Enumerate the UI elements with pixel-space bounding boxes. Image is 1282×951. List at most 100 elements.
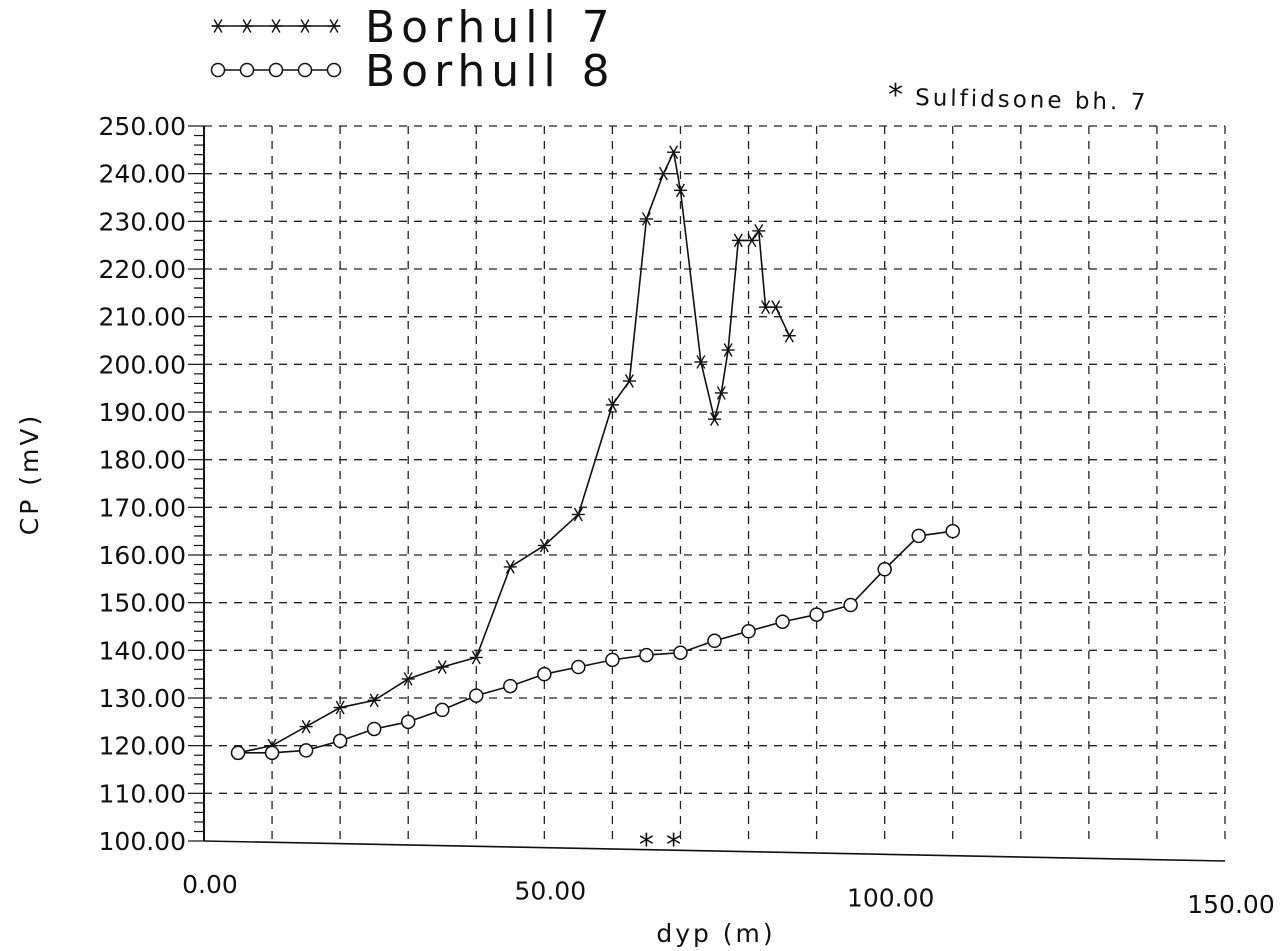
y-tick-label: 170.00 <box>99 493 186 522</box>
asterisk-stroke <box>335 700 345 715</box>
data-point <box>332 733 348 749</box>
asterisk-stroke <box>675 183 685 198</box>
data-point <box>264 745 280 761</box>
data-point <box>367 693 381 708</box>
data-point <box>571 507 585 522</box>
data-point <box>333 700 347 715</box>
asterisk-stroke <box>301 719 311 734</box>
data-point <box>571 659 586 675</box>
data-point <box>945 523 960 539</box>
y-tick-label: 240.00 <box>99 160 186 189</box>
data-point <box>503 678 518 694</box>
x-axis-title: dyp (m) <box>656 919 775 948</box>
data-point <box>639 647 654 663</box>
asterisk-stroke <box>754 224 764 238</box>
data-point <box>622 374 636 388</box>
asterisk-stroke <box>271 19 281 33</box>
asterisk-stroke <box>369 693 379 708</box>
data-point <box>708 412 721 427</box>
legend-label: Borhull 8 <box>365 46 616 97</box>
data-point <box>366 721 382 737</box>
asterisk-stroke <box>733 233 743 248</box>
data-point <box>782 328 796 343</box>
data-point <box>745 233 759 248</box>
data-point <box>843 597 858 613</box>
data-point <box>667 145 681 160</box>
y-tick-label: 150.00 <box>99 589 186 618</box>
y-tick-label: 200.00 <box>99 350 186 379</box>
asterisk-stroke <box>761 300 771 314</box>
x-tick-label: 150.00 <box>1187 890 1274 919</box>
legend-marker <box>240 19 254 33</box>
y-tick-label: 220.00 <box>99 255 186 284</box>
asterisk-stroke <box>716 386 726 400</box>
data-point <box>656 166 670 181</box>
data-point <box>469 650 483 665</box>
data-point <box>503 560 517 574</box>
asterisk-stroke <box>641 212 651 226</box>
legend-marker <box>298 19 312 33</box>
asterisk-stroke <box>696 355 706 369</box>
asterisk-stroke <box>300 19 310 33</box>
asterisk-stroke <box>669 145 679 160</box>
data-point <box>469 688 484 703</box>
asterisk-stroke <box>505 560 515 574</box>
annotation-label: Sulfidsone bh. 7 <box>915 85 1149 116</box>
data-point <box>673 645 688 660</box>
x-axis-line <box>203 840 1226 862</box>
grid <box>204 125 1226 841</box>
y-axis-title: CP (mV) <box>15 413 44 535</box>
series-2 <box>230 523 960 761</box>
annotation-marker: * <box>666 828 681 863</box>
data-point <box>809 607 824 622</box>
legend-marker <box>211 19 225 33</box>
data-point <box>731 233 745 248</box>
series-line <box>238 530 953 754</box>
y-tick-label: 180.00 <box>99 446 186 475</box>
y-tick-label: 210.00 <box>99 303 186 332</box>
x-tick-label: 50.00 <box>515 877 587 906</box>
data-point <box>721 343 735 357</box>
legend-marker <box>269 19 283 33</box>
data-point <box>605 652 620 668</box>
asterisk-stroke <box>329 19 339 33</box>
legend-marker <box>239 62 255 78</box>
y-tick-label: 110.00 <box>99 779 186 808</box>
data-point <box>639 212 653 226</box>
legend-marker <box>210 62 226 78</box>
series-line <box>237 149 791 754</box>
legend-marker <box>326 62 342 78</box>
data-point <box>877 562 892 577</box>
data-point <box>752 224 766 238</box>
y-tick-label: 250.00 <box>99 112 186 141</box>
legend-label: Borhull 7 <box>365 2 616 53</box>
y-tick-label: 100.00 <box>99 827 186 856</box>
data-point <box>673 183 687 198</box>
legend-marker <box>327 19 341 33</box>
legend-entry-2: Borhull 8 <box>210 46 616 97</box>
data-point <box>694 355 708 369</box>
ticks: 100.00 110.00 120.00 130.00 140.00 150.00 160.… <box>99 112 1275 919</box>
y-tick-label: 140.00 <box>99 636 186 665</box>
y-tick-label: 160.00 <box>99 541 186 570</box>
y-tick-label: 130.00 <box>99 684 186 713</box>
asterisk-stroke <box>573 507 583 522</box>
x-tick-label: 0.00 <box>182 870 238 899</box>
asterisk-stroke <box>624 374 634 388</box>
data-point <box>400 714 416 730</box>
y-tick-label: 190.00 <box>99 398 186 427</box>
series <box>230 145 960 761</box>
axes <box>203 126 1226 862</box>
asterisk-stroke <box>242 19 252 33</box>
annotation-symbol: * <box>888 78 903 113</box>
data-point <box>537 666 552 682</box>
asterisk-stroke <box>607 397 617 412</box>
data-point <box>769 300 783 314</box>
asterisk-stroke <box>658 166 668 181</box>
asterisk-stroke <box>723 343 733 357</box>
legend-marker <box>297 62 313 78</box>
data-point <box>435 660 449 674</box>
data-point <box>401 672 415 686</box>
asterisk-stroke <box>403 672 413 686</box>
